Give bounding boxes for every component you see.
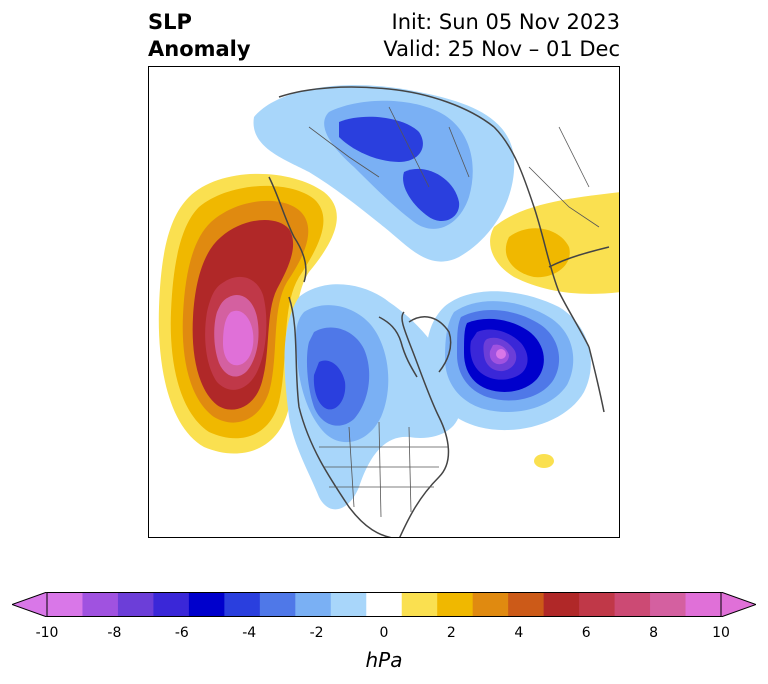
colorbar-tick-label: 0 [379, 625, 389, 641]
valid-period: Valid: 25 Nov – 01 Dec [383, 37, 620, 61]
colorbar-segment [259, 592, 296, 617]
colorbar-tick-label: -4 [242, 625, 257, 641]
colorbar-segment [82, 592, 119, 617]
colorbar-segment [472, 592, 509, 617]
init-date: Init: Sun 05 Nov 2023 [391, 10, 620, 34]
colorbar-segment [153, 592, 190, 617]
colorbar-segment [543, 592, 580, 617]
colorbar-segment [650, 592, 687, 617]
colorbar-tick-label: -10 [35, 625, 59, 641]
colorbar-segment [508, 592, 545, 617]
title-quantity: Anomaly [148, 37, 251, 61]
colorbar-segment [401, 592, 438, 617]
colorbar-segment [295, 592, 332, 617]
colorbar-units: hPa [365, 648, 403, 672]
colorbar-segment [614, 592, 651, 617]
colorbar-tick-label: 2 [446, 625, 456, 641]
colorbar-segment [685, 592, 722, 617]
colorbar-tick-label: 6 [581, 625, 591, 641]
colorbar-segment [366, 592, 403, 617]
title-left: SLP Anomaly [148, 9, 251, 63]
political-borders [308, 106, 600, 518]
colorbar-tick-label: 4 [514, 625, 524, 641]
colorbar-tick-label: -8 [107, 625, 122, 641]
colorbar-extend-min [12, 592, 48, 617]
colorbar [12, 592, 756, 617]
north-america-low-anomaly [284, 284, 461, 510]
colorbar-segment [224, 592, 261, 617]
pacific-high-anomaly [158, 173, 337, 454]
colorbar-tick-label: -2 [309, 625, 324, 641]
map-panel [148, 66, 620, 538]
anomaly-map [158, 85, 619, 537]
colorbar-segment [579, 592, 616, 617]
colorbar-extend-max [720, 592, 756, 617]
eurasia-low-anomaly [253, 85, 515, 262]
colorbar-tick-label: 10 [712, 625, 730, 641]
colorbar-segment [117, 592, 154, 617]
colorbar-segment [330, 592, 367, 617]
colorbar-tick-label: 8 [649, 625, 659, 641]
colorbar-tick-label: -6 [174, 625, 189, 641]
atlantic-low-anomaly [426, 291, 591, 468]
colorbar-segment [188, 592, 225, 617]
colorbar-segment [437, 592, 474, 617]
colorbar-outline [46, 592, 722, 617]
colorbar-segment [47, 592, 83, 617]
title-variable: SLP [148, 10, 192, 34]
title-right: Init: Sun 05 Nov 2023 Valid: 25 Nov – 01… [383, 9, 620, 63]
coastlines [268, 86, 610, 537]
